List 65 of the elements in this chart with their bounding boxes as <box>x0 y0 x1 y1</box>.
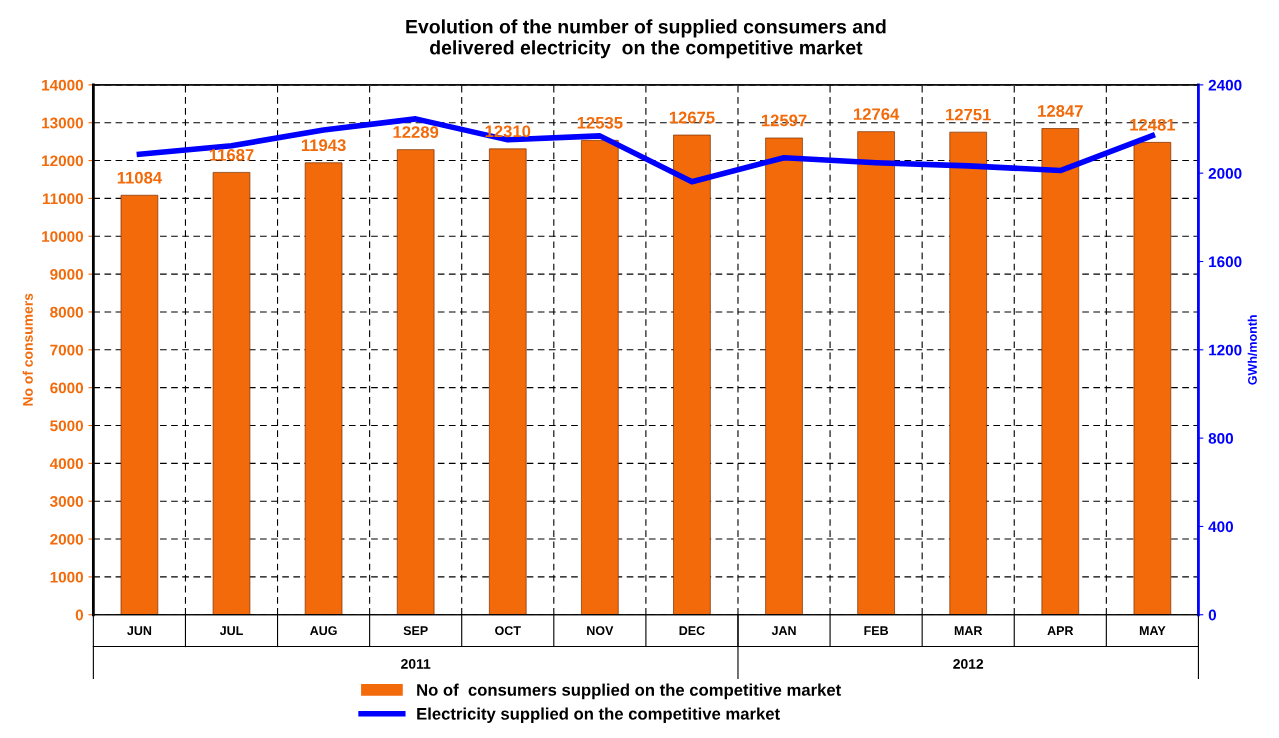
y2-tick-label: 2400 <box>1208 79 1242 91</box>
bar <box>212 172 251 615</box>
y-tick-label: 13000 <box>42 117 84 129</box>
y2-tick-label: 1600 <box>1209 256 1242 268</box>
y-tick-label: 9000 <box>50 268 84 280</box>
x-tick-label: JUL <box>219 626 243 636</box>
bar <box>1133 142 1172 615</box>
y-axis-title: No of consumers <box>22 293 33 406</box>
bar <box>396 149 435 615</box>
bar <box>1041 128 1080 615</box>
data-label: 12764 <box>853 108 900 121</box>
text: 2012 <box>953 658 984 669</box>
y-tick-label: 6000 <box>50 382 84 394</box>
bar <box>673 134 711 615</box>
data-label: 12310 <box>485 125 531 138</box>
y-tick-label: 10000 <box>42 231 84 242</box>
bar <box>949 131 987 615</box>
y2-axis-title: GWh/month <box>1247 315 1257 385</box>
y2-tick-label: 2000 <box>1208 168 1242 179</box>
data-label: 12289 <box>393 126 439 138</box>
data-label: 12481 <box>1130 118 1176 131</box>
x-tick-label: APR <box>1047 626 1074 635</box>
y2-tick-label: 800 <box>1208 432 1234 444</box>
x-tick-label: AUG <box>310 626 337 636</box>
x-tick-label: MAY <box>1139 626 1166 635</box>
data-label: 12751 <box>946 108 991 121</box>
bar <box>120 194 159 615</box>
x-tick-label: MAR <box>954 626 983 635</box>
y2-tick-label: 1200 <box>1209 344 1242 356</box>
x-tick-label: JUN <box>127 626 152 636</box>
data-label: 12535 <box>577 116 623 129</box>
y-tick-label: 11000 <box>42 193 84 205</box>
y-tick-label: 12000 <box>42 155 84 167</box>
x-tick-label: DEC <box>679 626 705 636</box>
x-tick-label: SEP <box>403 626 428 636</box>
legend-label: Electricity supplied on the competitive market <box>417 707 780 723</box>
x-tick-label: NOV <box>587 626 614 636</box>
x-tick-label: JAN <box>771 626 796 636</box>
y-tick-label: 7000 <box>50 344 84 356</box>
bar <box>304 162 343 615</box>
y-tick-label: 5000 <box>50 420 84 432</box>
bar <box>857 131 895 615</box>
data-label: 11943 <box>301 139 346 152</box>
y-tick-label: 2000 <box>50 533 84 545</box>
y-tick-label: 4000 <box>49 458 84 470</box>
y-tick-label: 14000 <box>42 79 84 91</box>
data-label: 11084 <box>117 171 163 184</box>
y-tick-label: 3000 <box>50 496 84 507</box>
y-tick-label: 8000 <box>50 306 84 318</box>
y-tick-label: 0 <box>75 609 84 621</box>
data-label: 12847 <box>1038 105 1083 117</box>
data-label: 12597 <box>761 114 807 127</box>
bar <box>765 137 803 615</box>
legend-label: No of consumers supplied on the competitive market <box>417 683 841 700</box>
data-label: 12675 <box>669 111 715 124</box>
bar <box>581 139 619 615</box>
y2-tick-label: 0 <box>1208 609 1217 621</box>
bar <box>489 148 527 615</box>
x-tick-label: FEB <box>864 626 889 635</box>
chart-title: Evolution of the number of supplied consumers and delivered electricity on the competitive market <box>406 19 886 59</box>
y2-tick-label: 400 <box>1208 521 1234 533</box>
data-label: 11687 <box>209 148 254 161</box>
text: 2011 <box>401 658 431 669</box>
x-tick-label: OCT <box>495 626 521 636</box>
y-tick-label: 1000 <box>50 571 84 583</box>
